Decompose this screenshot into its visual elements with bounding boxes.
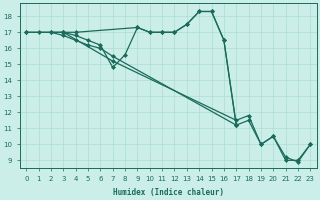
- X-axis label: Humidex (Indice chaleur): Humidex (Indice chaleur): [113, 188, 224, 197]
